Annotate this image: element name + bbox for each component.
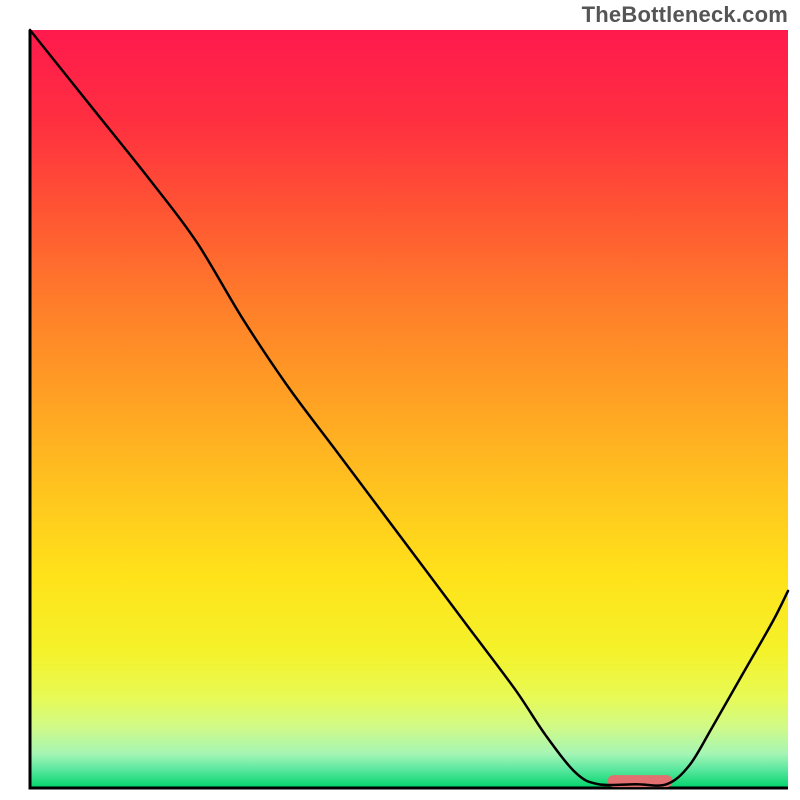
- bottleneck-chart: [0, 0, 800, 800]
- chart-container: TheBottleneck.com: [0, 0, 800, 800]
- heatmap-gradient: [30, 30, 788, 788]
- watermark-label: TheBottleneck.com: [582, 2, 788, 28]
